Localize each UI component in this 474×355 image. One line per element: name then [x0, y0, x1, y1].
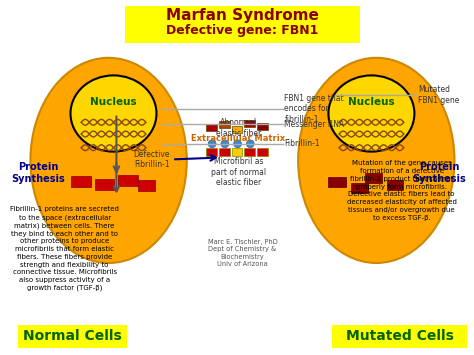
- Ellipse shape: [298, 58, 455, 263]
- Text: Mutation of the gene causes
formation of a defective
fibrillin-1 product that ca: Mutation of the gene causes formation of…: [347, 160, 456, 221]
- Ellipse shape: [328, 75, 414, 152]
- Text: Extracellular Matrix: Extracellular Matrix: [191, 134, 286, 143]
- Bar: [257, 123, 268, 130]
- Text: Fibrillin-1: Fibrillin-1: [284, 139, 320, 148]
- Circle shape: [246, 140, 254, 148]
- Bar: [138, 180, 155, 191]
- Bar: [72, 176, 91, 187]
- Bar: [387, 180, 403, 190]
- Bar: [232, 126, 243, 133]
- Bar: [257, 148, 268, 155]
- Text: Mutated Cells: Mutated Cells: [346, 329, 454, 343]
- Text: Nucleus: Nucleus: [348, 97, 395, 107]
- Text: Mutated
FBN1 gene: Mutated FBN1 gene: [419, 85, 460, 105]
- Text: Microfibril as
part of normal
elastic fiber: Microfibril as part of normal elastic fi…: [211, 158, 266, 187]
- Bar: [219, 121, 230, 128]
- Text: Fibrillin-1 proteins are secreted
to the space (extracellular
matrix) between ce: Fibrillin-1 proteins are secreted to the…: [10, 206, 119, 291]
- Text: Nucleus: Nucleus: [90, 97, 137, 107]
- FancyBboxPatch shape: [332, 324, 467, 348]
- Text: Messenger RNA: Messenger RNA: [284, 120, 345, 129]
- Text: Defective
Fibrillin-1: Defective Fibrillin-1: [134, 150, 170, 169]
- Bar: [245, 148, 255, 155]
- Bar: [351, 183, 368, 193]
- Ellipse shape: [71, 75, 156, 152]
- Bar: [118, 175, 138, 186]
- FancyBboxPatch shape: [125, 6, 360, 43]
- Text: Protein
Synthesis: Protein Synthesis: [412, 162, 465, 184]
- Text: Defective gene: FBN1: Defective gene: FBN1: [166, 24, 319, 37]
- Ellipse shape: [30, 58, 187, 263]
- Circle shape: [208, 140, 216, 148]
- Circle shape: [221, 140, 229, 148]
- Circle shape: [234, 140, 241, 148]
- Text: FBN1 gene that
encodes for
fibrillin-1: FBN1 gene that encodes for fibrillin-1: [284, 94, 344, 124]
- Bar: [95, 179, 114, 190]
- Text: Protein
Synthesis: Protein Synthesis: [11, 162, 65, 184]
- Bar: [365, 173, 382, 183]
- Text: Abnormal
elastic fiber: Abnormal elastic fiber: [216, 118, 261, 138]
- Bar: [219, 148, 230, 155]
- Bar: [245, 120, 255, 127]
- FancyBboxPatch shape: [18, 324, 127, 348]
- Bar: [206, 148, 217, 155]
- Bar: [206, 124, 217, 131]
- Text: Marfan Syndrome: Marfan Syndrome: [166, 8, 319, 23]
- Text: Normal Cells: Normal Cells: [23, 329, 122, 343]
- Bar: [328, 177, 346, 187]
- Text: Marc E. Tischler, PhD
Dept of Chemistry &
Biochemistry
Univ of Arizona: Marc E. Tischler, PhD Dept of Chemistry …: [208, 239, 277, 267]
- Bar: [232, 148, 243, 155]
